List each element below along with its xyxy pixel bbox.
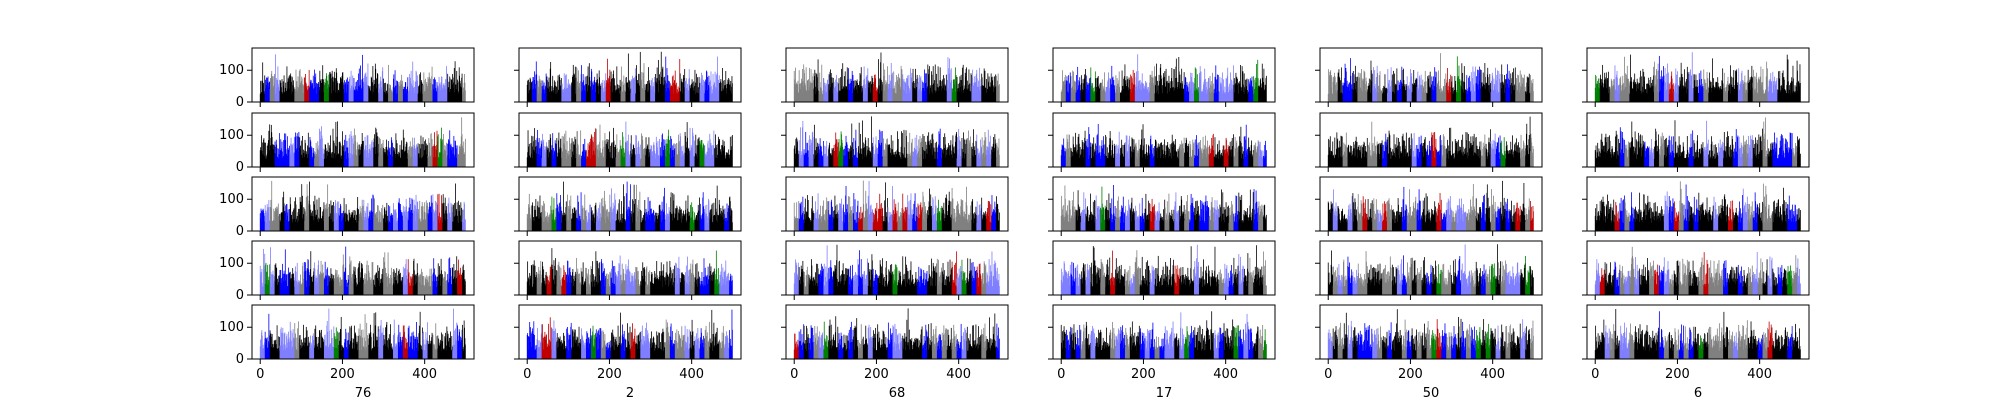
axes-frame	[518, 47, 742, 103]
y-tick-label: 0	[236, 95, 244, 110]
y-tick-label: 100	[219, 63, 244, 78]
axes-frame	[518, 112, 742, 168]
subplot-r2-c1: 0 100	[219, 112, 475, 175]
axes-frame	[785, 47, 1009, 103]
subplot-r1-c2	[514, 47, 742, 107]
axes-frame	[251, 47, 475, 103]
axes-frame	[785, 112, 1009, 168]
axes-frame	[1319, 47, 1543, 103]
subplot-r1-c5	[1315, 47, 1543, 107]
subplot-r2-c4	[1048, 112, 1276, 172]
axes-frame	[1586, 47, 1810, 103]
subplot-r1-c6	[1582, 47, 1810, 107]
subplot-r1-c4	[1048, 47, 1276, 107]
y-tick-label: 100	[219, 128, 244, 143]
axes-frame	[1052, 47, 1276, 103]
subplot-r2-c3	[781, 112, 1009, 172]
y-tick-label: 0	[236, 160, 244, 175]
subplot-r1-c1: 0 100	[219, 47, 475, 110]
axes-frame	[251, 112, 475, 168]
subplot-r1-c3	[781, 47, 1009, 107]
subplot-r2-c2	[514, 112, 742, 172]
